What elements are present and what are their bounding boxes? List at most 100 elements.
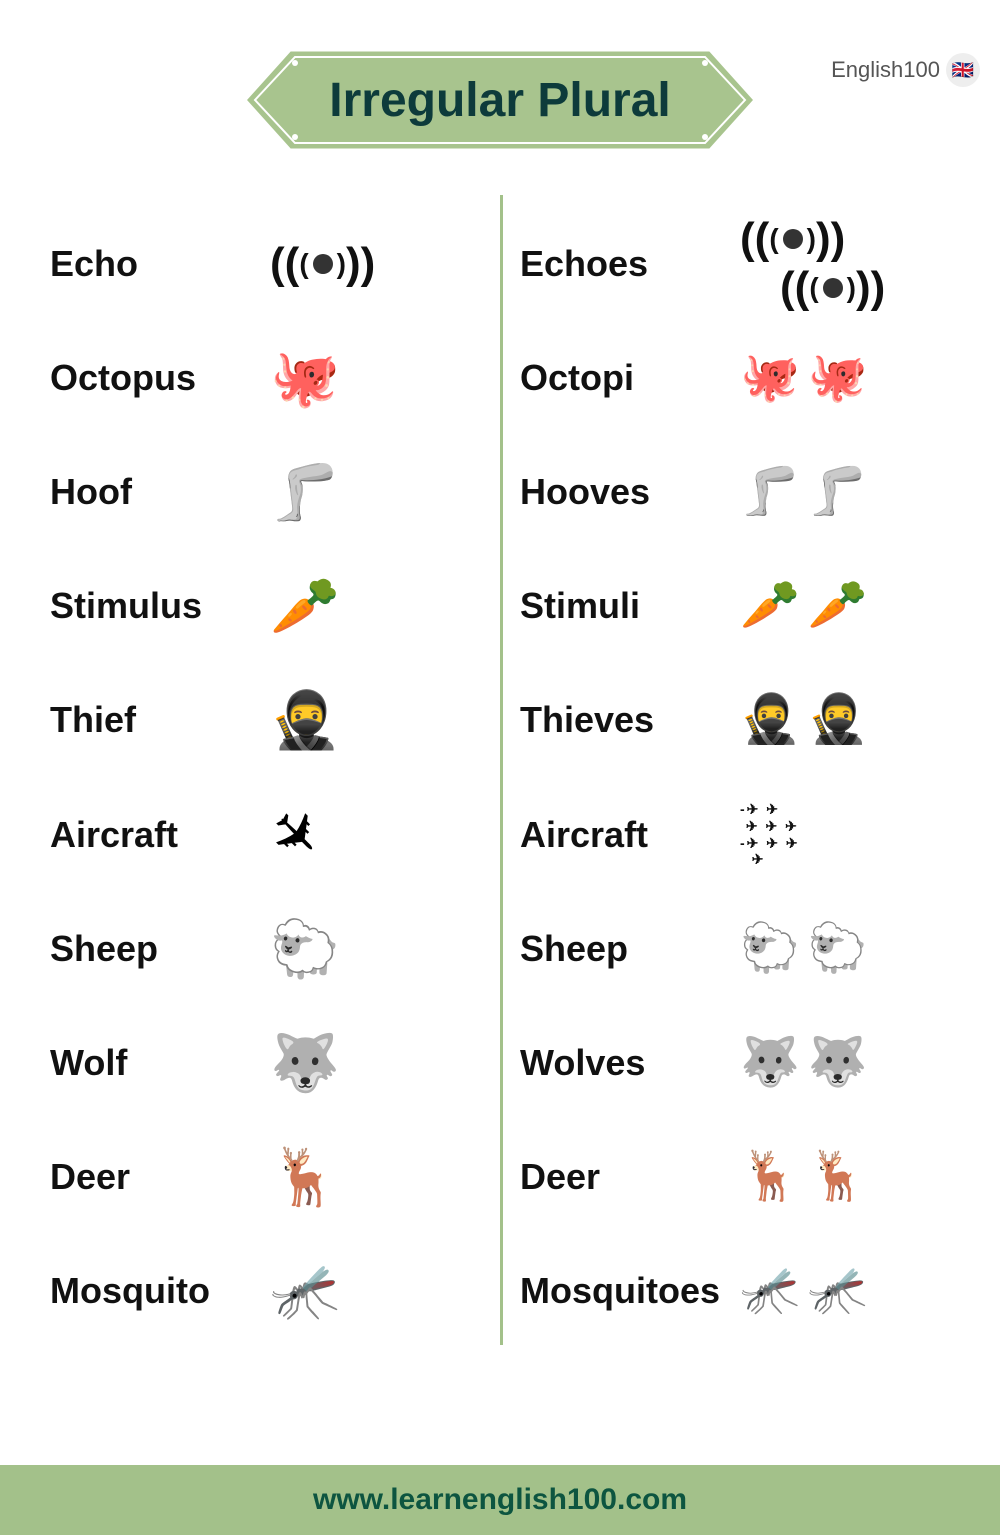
word-row: Echoes((( )))((( ))) — [520, 210, 960, 318]
word-row: Echo((( ))) — [50, 210, 490, 318]
word-row: Wolf🐺 — [50, 1009, 490, 1117]
singular-icons: 🦟 — [270, 1263, 340, 1319]
plural-word: Echoes — [520, 243, 740, 285]
plural-icons: 🦟🦟 — [740, 1267, 868, 1315]
word-row: Deer🦌 — [50, 1123, 490, 1231]
word-row: Mosquito🦟 — [50, 1237, 490, 1345]
item-icon: 🐺 — [808, 1039, 868, 1087]
singular-word: Hoof — [50, 471, 270, 513]
echoes-icon: ((( ))) ((( ))) — [740, 217, 885, 311]
singular-icons: 🥕 — [270, 578, 340, 634]
word-row: Hooves🦵🦵 — [520, 438, 960, 546]
item-icon: 🐙 — [270, 350, 340, 406]
word-row: Thieves🥷🥷 — [520, 666, 960, 774]
singular-column: Echo((( )))Octopus🐙Hoof🦵Stimulus🥕Thief🥷A… — [30, 200, 500, 1385]
item-icon: 🦌 — [740, 1153, 800, 1201]
word-row: Thief🥷 — [50, 666, 490, 774]
column-divider — [500, 195, 503, 1345]
singular-word: Thief — [50, 699, 270, 741]
brand-logo-icon: 🇬🇧 — [946, 53, 980, 87]
page-title: Irregular Plural — [329, 73, 670, 128]
singular-icons: 🦌 — [270, 1149, 340, 1205]
plane-group-icon: -✈ ✈ ✈ ✈ ✈ -✈ ✈ ✈ ✈ — [740, 801, 800, 868]
item-icon: 🥷 — [808, 696, 868, 744]
title-banner: Irregular Plural — [235, 35, 765, 165]
item-icon: 🐙 — [808, 354, 868, 402]
item-icon: 🦟 — [740, 1267, 800, 1315]
item-icon: 🦵 — [808, 468, 868, 516]
item-icon: 🦌 — [270, 1149, 340, 1205]
item-icon: 🦟 — [808, 1267, 868, 1315]
plural-icons: -✈ ✈ ✈ ✈ ✈ -✈ ✈ ✈ ✈ — [740, 801, 800, 868]
item-icon: 🐑 — [808, 925, 868, 973]
plural-word: Wolves — [520, 1042, 740, 1084]
singular-icons: 🐑 — [270, 921, 340, 977]
singular-word: Wolf — [50, 1042, 270, 1084]
word-row: Mosquitoes🦟🦟 — [520, 1237, 960, 1345]
item-icon: 🐺 — [740, 1039, 800, 1087]
word-row: Octopi🐙🐙 — [520, 324, 960, 432]
item-icon: 🥕 — [740, 582, 800, 630]
plural-column: Echoes((( )))((( )))Octopi🐙🐙Hooves🦵🦵Stim… — [500, 200, 970, 1385]
brand-text: English100 — [831, 57, 940, 83]
plural-icons: 🥷🥷 — [740, 696, 868, 744]
item-icon: 🐺 — [270, 1035, 340, 1091]
echo-icon: ((( ))) — [740, 217, 885, 261]
item-icon: 🦵 — [270, 464, 340, 520]
plural-icons: 🐑🐑 — [740, 925, 868, 973]
word-row: Aircraft-✈ ✈ ✈ ✈ ✈ -✈ ✈ ✈ ✈ — [520, 781, 960, 889]
plural-icons: 🦵🦵 — [740, 468, 868, 516]
item-icon: 🥕 — [270, 578, 340, 634]
plural-word: Hooves — [520, 471, 740, 513]
plural-icons: 🐙🐙 — [740, 354, 868, 402]
plural-word: Sheep — [520, 928, 740, 970]
singular-word: Stimulus — [50, 585, 270, 627]
plural-icons: ((( ))) ((( ))) — [740, 217, 885, 311]
plane-icon: ✈ — [256, 796, 334, 874]
plural-word: Octopi — [520, 357, 740, 399]
singular-icons: 🦵 — [270, 464, 340, 520]
plural-word: Mosquitoes — [520, 1270, 740, 1312]
word-row: Aircraft✈ — [50, 781, 490, 889]
content-grid: Echo((( )))Octopus🐙Hoof🦵Stimulus🥕Thief🥷A… — [0, 185, 1000, 1385]
singular-icons: 🐙 — [270, 350, 340, 406]
item-icon: 🐙 — [740, 354, 800, 402]
word-row: Hoof🦵 — [50, 438, 490, 546]
singular-icons: ✈ — [270, 805, 320, 865]
plural-word: Deer — [520, 1156, 740, 1198]
singular-word: Octopus — [50, 357, 270, 399]
footer-url: www.learnenglish100.com — [0, 1465, 1000, 1535]
plural-word: Thieves — [520, 699, 740, 741]
item-icon: 🥕 — [808, 582, 868, 630]
item-icon: 🦟 — [270, 1263, 340, 1319]
plural-word: Stimuli — [520, 585, 740, 627]
singular-icons: 🥷 — [270, 692, 340, 748]
item-icon: 🐑 — [740, 925, 800, 973]
plural-icons: 🦌🦌 — [740, 1153, 868, 1201]
brand-badge: English100 🇬🇧 — [831, 53, 980, 87]
plural-icons: 🐺🐺 — [740, 1039, 868, 1087]
item-icon: 🦵 — [740, 468, 800, 516]
echo-icon: ((( ))) — [780, 266, 885, 310]
word-row: Wolves🐺🐺 — [520, 1009, 960, 1117]
item-icon: 🐑 — [270, 921, 340, 977]
word-row: Octopus🐙 — [50, 324, 490, 432]
singular-icons: ((( ))) — [270, 242, 375, 286]
singular-word: Deer — [50, 1156, 270, 1198]
singular-word: Sheep — [50, 928, 270, 970]
word-row: Sheep🐑 — [50, 895, 490, 1003]
item-icon: 🦌 — [808, 1153, 868, 1201]
plural-icons: 🥕🥕 — [740, 582, 868, 630]
plural-word: Aircraft — [520, 814, 740, 856]
word-row: Stimulus🥕 — [50, 552, 490, 660]
echo-icon: ((( ))) — [270, 242, 375, 286]
item-icon: 🥷 — [740, 696, 800, 744]
singular-icons: 🐺 — [270, 1035, 340, 1091]
word-row: Sheep🐑🐑 — [520, 895, 960, 1003]
word-row: Stimuli🥕🥕 — [520, 552, 960, 660]
singular-word: Echo — [50, 243, 270, 285]
item-icon: 🥷 — [270, 692, 340, 748]
singular-word: Mosquito — [50, 1270, 270, 1312]
word-row: Deer🦌🦌 — [520, 1123, 960, 1231]
singular-word: Aircraft — [50, 814, 270, 856]
